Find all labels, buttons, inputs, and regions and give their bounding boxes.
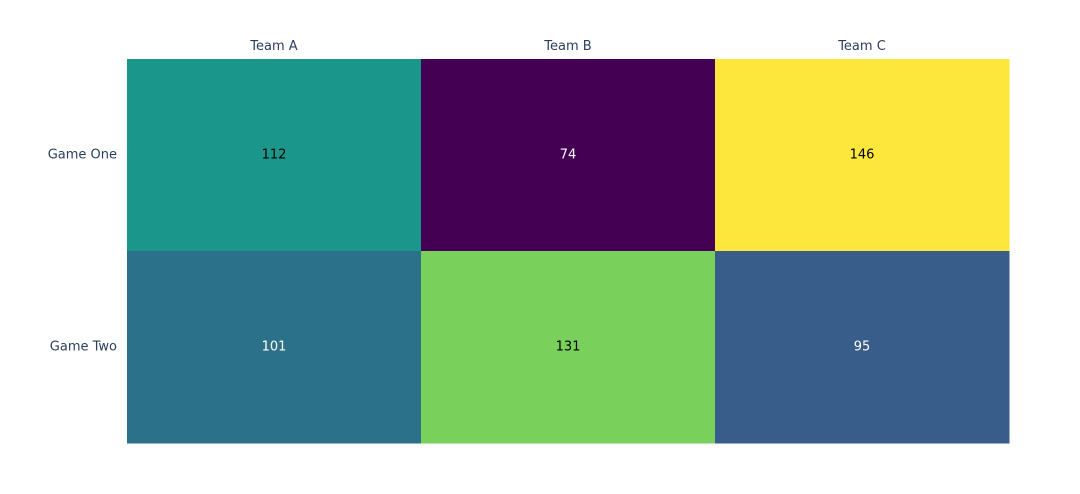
heatmap-value-label: 95 — [854, 340, 871, 355]
heatmap-value-label: 101 — [262, 340, 287, 355]
heatmap-cell-game-one-team-c — [715, 59, 1010, 252]
x-axis: Team A Team B Team C — [249, 39, 885, 54]
heatmap-value-labels: 112 74 146 101 131 95 — [262, 148, 875, 355]
heatmap-value-label: 131 — [556, 340, 581, 355]
heatmap-value-label: 74 — [560, 148, 577, 163]
heatmap-cell-game-two-team-b — [421, 251, 716, 444]
heatmap-value-label: 146 — [850, 148, 875, 163]
heatmap-value-label: 112 — [262, 148, 287, 163]
heatmap-cell-game-one-team-a — [127, 59, 422, 252]
x-tick-label: Team A — [249, 39, 297, 54]
heatmap-cell-game-two-team-c — [715, 251, 1010, 444]
x-tick-label: Team C — [837, 39, 886, 54]
y-tick-label: Game One — [48, 148, 117, 163]
y-axis: Game One Game Two — [48, 148, 117, 355]
heatmap-cell-game-one-team-b — [421, 59, 716, 252]
heatmap-cell-game-two-team-a — [127, 251, 422, 444]
y-tick-label: Game Two — [50, 340, 117, 355]
x-tick-label: Team B — [543, 39, 591, 54]
heatmap-cells — [127, 59, 1010, 444]
